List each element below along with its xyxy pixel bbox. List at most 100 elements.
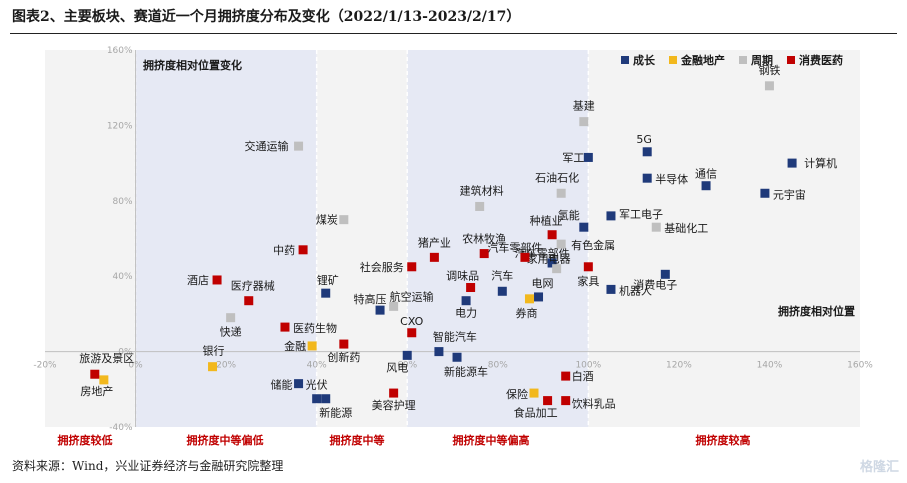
data-point-2-4 [475, 201, 485, 211]
zone-band-0 [45, 50, 136, 427]
data-point-3-7 [466, 283, 476, 293]
zone-label-4: 拥挤度较高 [696, 433, 751, 447]
data-point-0-3 [642, 173, 652, 183]
point-label-0-2: 军工 [562, 151, 584, 164]
zone-label-0: 拥挤度较低 [58, 433, 113, 447]
point-label-3-9: 医疗器械 [231, 279, 275, 293]
data-point-0-20 [312, 394, 322, 404]
crowding-scatter-chart: -20% 0% 20% 40% 60% 80% 100% 120% 140% 160% -40% 0%… [33, 46, 873, 447]
point-label-1-1: 金融 [284, 339, 306, 353]
y-tick-label: 120% [107, 121, 133, 131]
data-point-2-5 [339, 215, 349, 225]
data-point-1-0 [208, 362, 218, 372]
figure-title: 图表2、主要板块、赛道近一个月拥挤度分布及变化（2022/1/13-2023/2… [12, 9, 521, 25]
data-point-0-7 [579, 222, 589, 232]
point-label-3-17: 美容护理 [372, 398, 416, 412]
point-label-2-0: 钢铁 [758, 64, 780, 77]
data-point-2-9 [389, 301, 399, 311]
data-point-2-0 [764, 81, 774, 91]
data-point-0-19 [294, 379, 304, 389]
data-point-3-8 [212, 275, 222, 285]
data-point-2-3 [556, 188, 566, 198]
point-label-2-10: 家用电器 [527, 252, 571, 266]
data-point-2-2 [294, 141, 304, 151]
point-label-3-6: 汽车零部件 [487, 240, 542, 254]
data-point-0-5 [760, 188, 770, 198]
point-label-2-4: 建筑材料 [460, 183, 504, 197]
zone-label-3: 拥挤度中等偏高 [453, 433, 530, 447]
data-point-0-2 [583, 152, 593, 162]
x-tick-label: 0% [128, 361, 143, 371]
data-point-2-1 [579, 117, 589, 127]
chart-title: 拥挤度相对位置变化 [143, 58, 242, 72]
source-note: 资料来源：Wind，兴业证券经济与金融研究院整理 [12, 459, 284, 473]
point-label-2-2: 交通运输 [245, 139, 289, 153]
data-point-3-12 [407, 328, 417, 338]
point-label-2-7: 有色金属 [571, 238, 615, 252]
x-tick-label: -20% [33, 361, 57, 371]
legend-swatch-3 [787, 56, 795, 64]
watermark-logo: 格隆汇 [859, 460, 899, 475]
point-label-0-7: 氢能 [558, 208, 580, 222]
point-label-1-3: 保险 [506, 387, 528, 401]
point-label-3-7: 调味品 [446, 270, 479, 283]
x-tick-label: 20% [216, 361, 236, 371]
legend-swatch-0 [621, 56, 629, 64]
point-label-0-5: 元宇宙 [773, 187, 806, 201]
x-tick-label: 100% [575, 361, 601, 371]
data-point-0-4 [701, 181, 711, 191]
point-label-3-14: 白酒 [572, 369, 594, 383]
legend-label-1: 金融地产 [680, 53, 725, 67]
point-label-3-5: 家具 [577, 274, 599, 288]
point-label-3-1: 农林牧渔 [462, 232, 506, 246]
y-tick-label: 160% [107, 46, 133, 56]
point-label-3-11: 创新药 [327, 350, 360, 364]
point-label-2-3: 石油石化 [535, 170, 579, 184]
data-point-2-8 [226, 313, 236, 323]
point-label-2-5: 煤炭 [316, 214, 338, 227]
point-label-1-4: 房地产 [80, 384, 113, 398]
point-label-2-6: 基础化工 [664, 221, 708, 235]
data-point-1-2 [524, 294, 534, 304]
point-label-2-8: 快递 [220, 325, 242, 339]
data-point-2-10 [552, 264, 562, 274]
data-point-2-7 [556, 239, 566, 249]
data-point-0-12 [497, 286, 507, 296]
point-label-0-20: 光伏 [306, 378, 328, 392]
data-point-0-17 [452, 352, 462, 362]
title-divider [10, 33, 897, 34]
data-point-1-4 [99, 375, 109, 385]
x-tick-label: 40% [307, 361, 327, 371]
x-tick-label: 140% [757, 361, 783, 371]
data-point-0-15 [375, 305, 385, 315]
point-label-3-15: 饮料乳品 [572, 397, 616, 411]
point-label-3-3: 社会服务 [360, 260, 404, 274]
point-label-0-4: 通信 [695, 168, 717, 181]
data-point-3-11 [339, 339, 349, 349]
point-label-0-19: 储能 [271, 378, 293, 392]
data-point-3-14 [561, 371, 571, 381]
x-tick-label: 160% [847, 361, 873, 371]
point-label-3-0: 种植业 [530, 214, 563, 228]
data-point-3-1 [479, 249, 489, 259]
zone-band-2 [316, 50, 408, 427]
point-label-3-2: 猪产业 [418, 235, 451, 249]
point-label-0-12: 汽车 [491, 268, 513, 282]
x-tick-label: 120% [666, 361, 692, 371]
x-axis-title: 拥挤度相对位置 [778, 304, 855, 318]
point-label-0-1: 5G [636, 133, 652, 146]
legend-swatch-2 [739, 56, 747, 64]
point-label-0-16: 智能汽车 [433, 330, 477, 344]
data-point-1-1 [307, 341, 317, 351]
point-label-0-14: 锂矿 [317, 273, 339, 287]
zone-label-1: 拥挤度中等偏低 [187, 433, 264, 447]
point-label-3-12: CXO [400, 315, 424, 328]
point-label-2-1: 基建 [573, 99, 595, 113]
data-point-3-13 [90, 369, 100, 379]
data-point-0-14 [321, 288, 331, 298]
point-label-3-10: 医药生物 [293, 321, 337, 335]
point-label-3-8: 酒店 [187, 273, 209, 287]
data-point-3-3 [407, 262, 417, 272]
data-point-0-21 [321, 394, 331, 404]
x-tick-label: 60% [397, 361, 417, 371]
